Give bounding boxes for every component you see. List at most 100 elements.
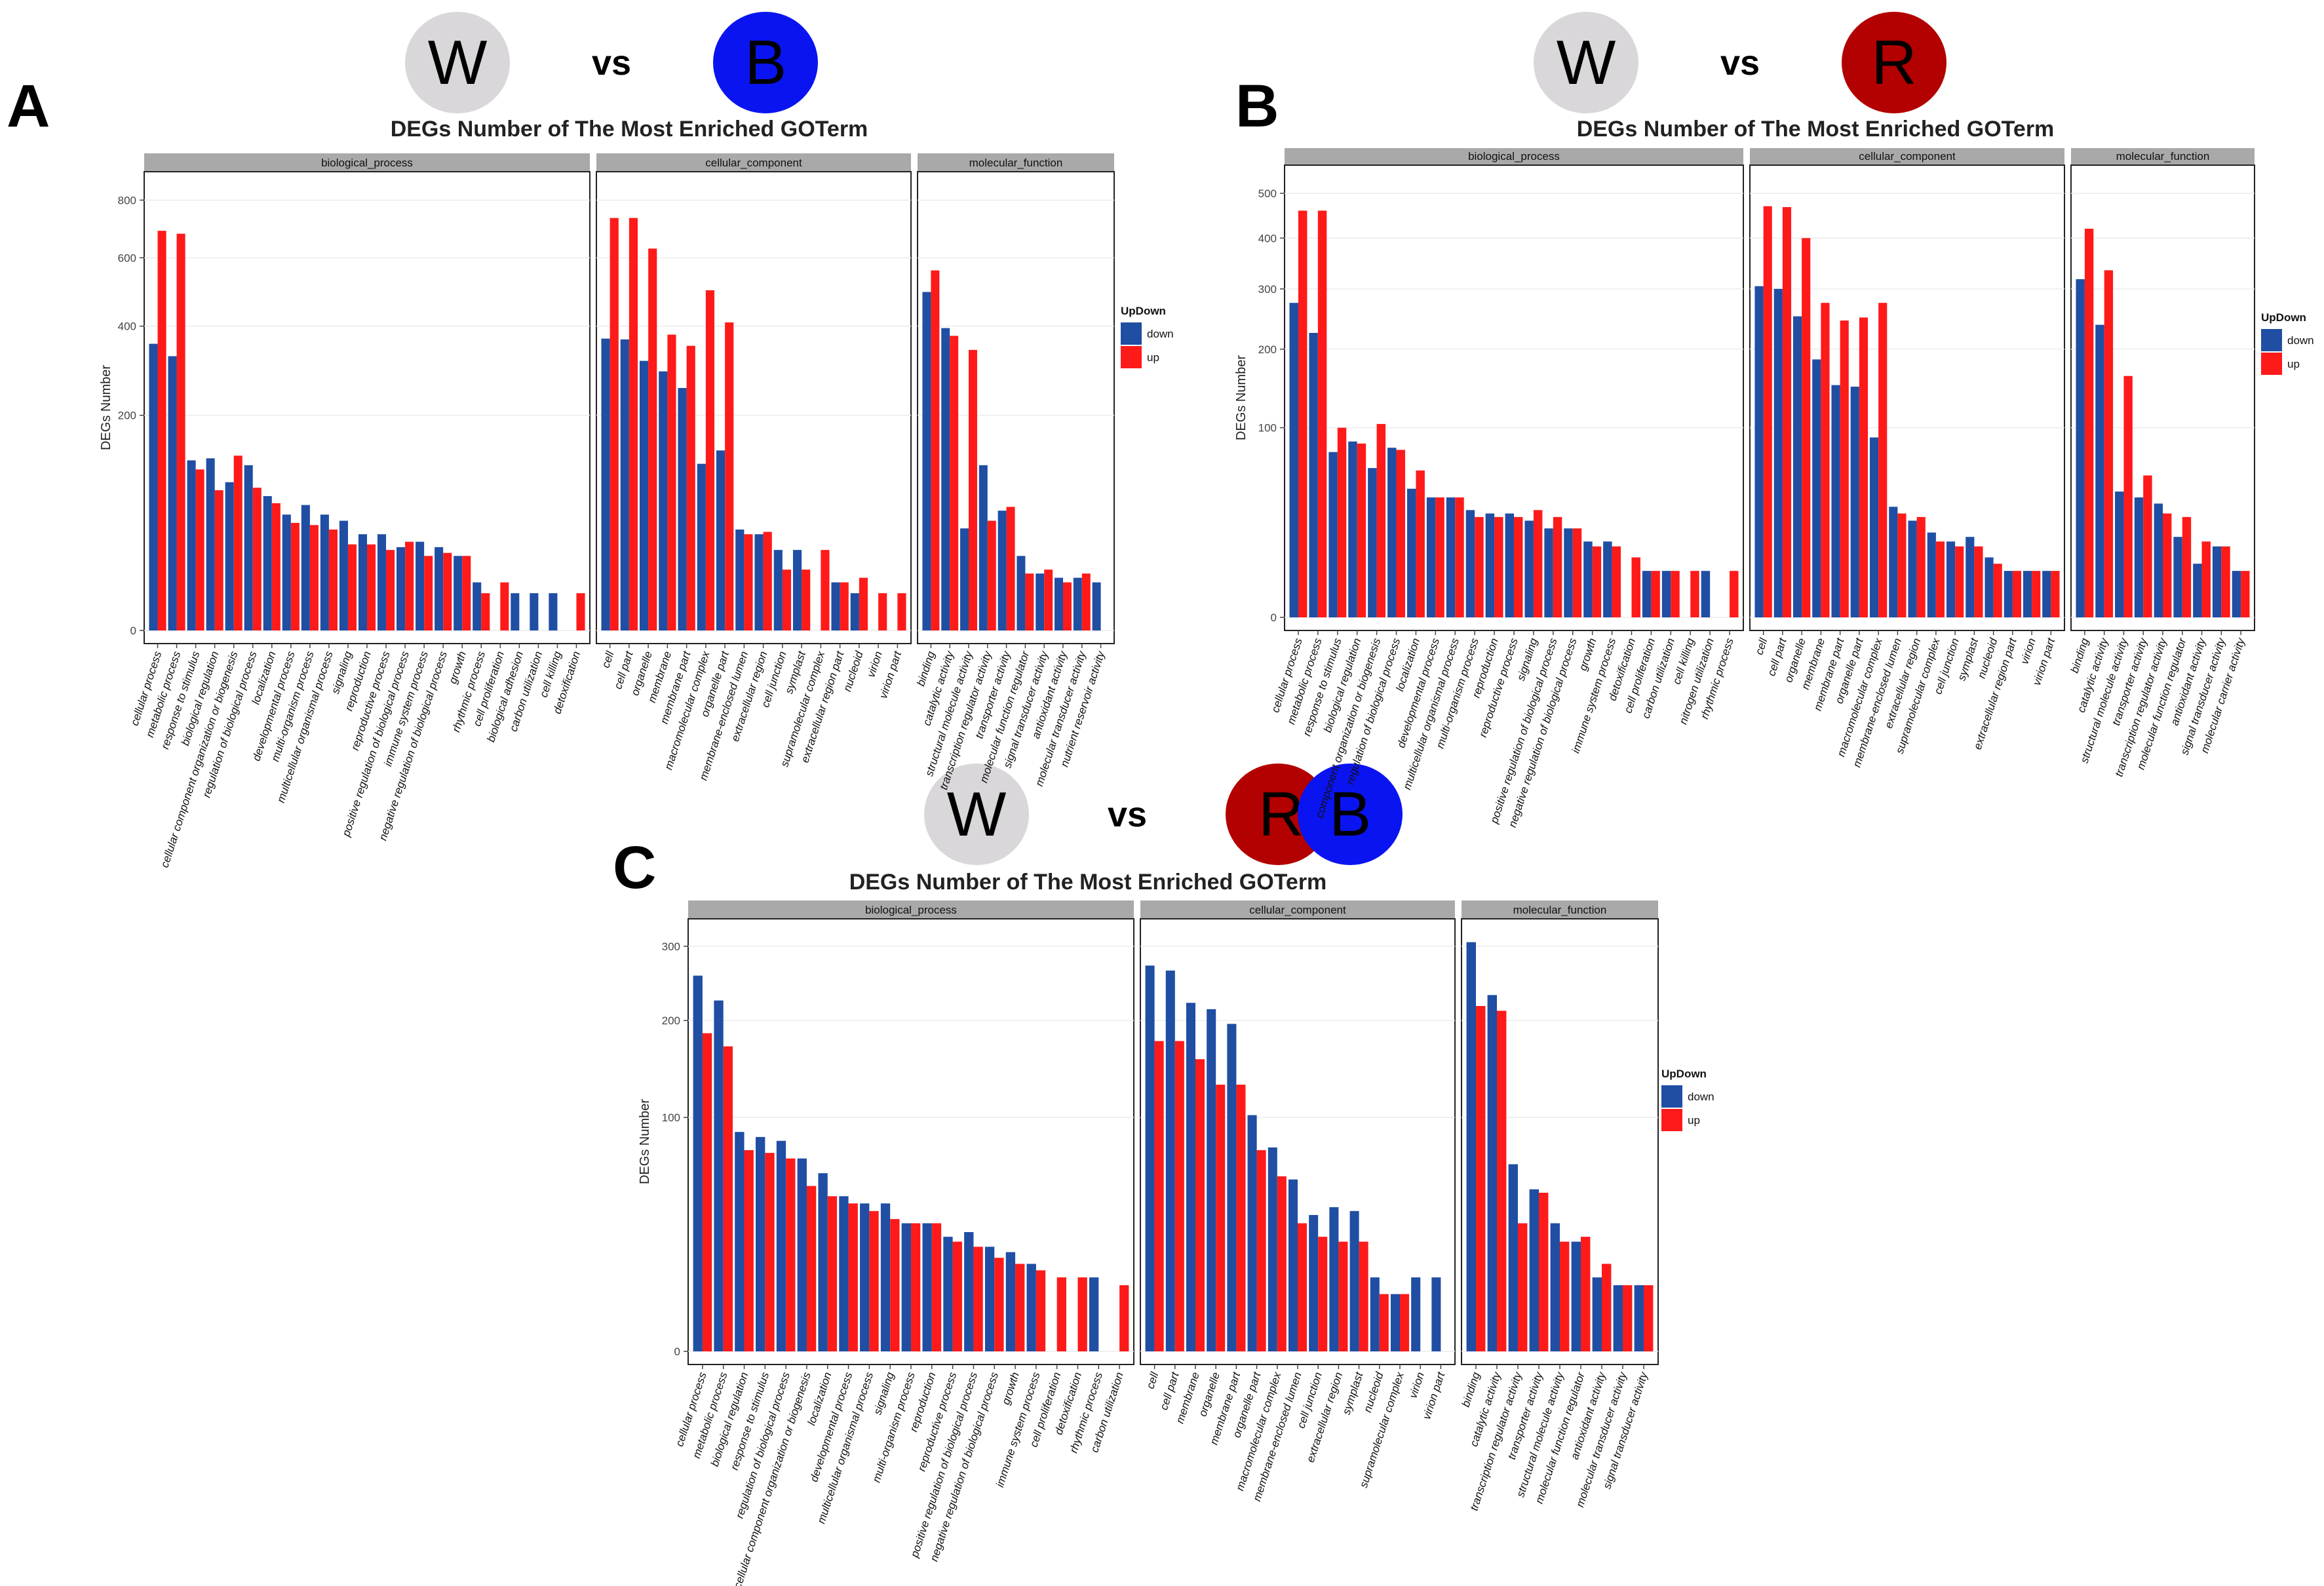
bar-down-growth <box>1005 1252 1016 1351</box>
bar-up-localization <box>271 503 281 630</box>
bar-down-membrane-enclosed-lumen <box>735 530 745 630</box>
bar-up-positive-regulation-of-biological-process <box>973 1247 983 1351</box>
bar-down-catalytic-activity <box>2095 324 2104 617</box>
legend-label-down: down <box>1688 1091 1714 1103</box>
legend-key-up <box>1661 1109 1682 1131</box>
bar-down-cellular-component-organization-or-biogenesis <box>225 482 234 630</box>
legend-title: UpDown <box>2261 311 2306 324</box>
bar-up-membrane <box>1821 303 1830 617</box>
y-tick-label: 200 <box>662 1015 680 1027</box>
bar-up-cellular-component-organization-or-biogenesis <box>233 455 242 630</box>
bar-up-macromolecular-complex <box>1277 1176 1287 1351</box>
bar-down-multi-organism-process <box>301 505 310 630</box>
bar-down-cellular-process <box>693 975 703 1351</box>
bar-down-virion <box>2023 571 2032 617</box>
bar-down-transcription-regulator-activity <box>978 465 988 630</box>
bar-down-nucleoid <box>1985 557 1994 617</box>
legend-key-up <box>1121 346 1142 368</box>
bar-down-metabolic-process <box>714 1000 724 1351</box>
bar-down-cell-part <box>620 339 629 630</box>
bar-up-metabolic-process <box>723 1046 733 1351</box>
bar-down-developmental-process <box>1426 497 1436 617</box>
bar-up-cellular-component-organization-or-biogenesis <box>806 1186 817 1351</box>
bar-up-signal-transducer-activity <box>1044 570 1053 630</box>
bar-down-growth <box>454 556 463 630</box>
bar-up-membrane-enclosed-lumen <box>1897 513 1907 617</box>
bar-up-molecular-function-regulator <box>1025 573 1034 630</box>
bar-down-multicellular-organismal-process <box>1446 497 1456 617</box>
bar-down-virion-part <box>2042 571 2051 617</box>
circle-r: R <box>1842 12 1947 113</box>
x-tick-label: virion <box>2018 636 2038 666</box>
y-tick-label: 100 <box>662 1112 680 1124</box>
bar-down-developmental-process <box>282 514 291 630</box>
bar-up-cell-part <box>1174 1041 1184 1351</box>
bar-up-nucleoid <box>1993 564 2002 617</box>
bar-down-biological-adhesion <box>511 593 520 630</box>
bar-down-transcription-regulator-activity <box>2154 503 2163 617</box>
bar-down-nucleoid <box>1370 1277 1380 1351</box>
bar-up-structural-molecule-activity <box>1560 1241 1570 1351</box>
bar-down-molecular-function-regulator <box>1017 556 1026 630</box>
bar-up-detoxification <box>1077 1277 1087 1351</box>
bar-down-response-to-stimulus <box>187 460 196 630</box>
bar-down-symplast <box>1966 537 1975 617</box>
bar-up-multicellular-organismal-process <box>328 530 338 630</box>
bar-down-organelle <box>1207 1009 1216 1351</box>
bar-down-signaling <box>339 520 348 630</box>
bar-up-symplast <box>802 570 811 630</box>
facet-strip <box>1750 148 2064 165</box>
bar-up-extracellular-region <box>1338 1241 1348 1351</box>
bar-up-cell-junction <box>1318 1237 1328 1351</box>
bar-up-cell-part <box>629 218 638 630</box>
bar-up-reproduction <box>1494 516 1503 617</box>
bar-up-molecular-carrier-activity <box>2241 571 2250 617</box>
bar-down-cell-killing <box>549 593 558 630</box>
bar-down-organelle <box>1792 316 1802 617</box>
bar-up-component-organization-or-biogenesis <box>1376 423 1386 617</box>
chart-c: DEGs Number of The Most Enriched GOTerm D… <box>638 870 1714 1586</box>
bar-down-biological-regulation <box>1348 441 1357 617</box>
y-tick-label: 0 <box>1271 611 1277 624</box>
bar-down-extracellular-region <box>754 534 764 630</box>
bar-up-supramolecular-complex <box>1935 541 1945 617</box>
bar-up-rhythmic-process <box>1730 571 1739 617</box>
facet-strip-label: biological_process <box>865 904 957 916</box>
bar-up-developmental-process <box>1435 497 1444 617</box>
bar-up-extracellular-region <box>1916 516 1926 617</box>
bar-up-extracellular-region-part <box>2012 571 2022 617</box>
facet-strip-label: cellular_component <box>705 157 802 169</box>
bar-down-signal-transducer-activity <box>2212 546 2222 617</box>
x-tick-label: supramolecular complex <box>1357 1370 1406 1490</box>
bar-down-transporter-activity <box>2134 497 2144 617</box>
bar-down-cellular-process <box>149 343 158 630</box>
legend-label-up: up <box>1147 351 1159 364</box>
bar-down-rhythmic-process <box>473 582 482 630</box>
bar-up-developmental-process <box>290 522 300 630</box>
bar-down-macromolecular-complex <box>1268 1147 1277 1351</box>
bar-down-antioxidant-activity <box>2193 564 2202 617</box>
bar-up-nucleoid <box>1379 1294 1389 1351</box>
bar-down-biological-regulation <box>735 1132 745 1351</box>
bar-up-immune-system-process <box>1036 1270 1046 1351</box>
bar-up-rhythmic-process <box>481 593 490 630</box>
y-tick-label: 200 <box>118 410 136 422</box>
y-axis-label: DEGs Number <box>638 1099 652 1184</box>
bar-down-cellular-component-organization-or-biogenesis <box>797 1158 807 1351</box>
panel-letter-c: C <box>613 834 657 901</box>
bar-down-macromolecular-complex <box>697 463 706 630</box>
bar-up-negative-regulation-of-biological-process <box>994 1258 1004 1351</box>
bar-up-cell <box>1154 1041 1164 1351</box>
legend-title: UpDown <box>1661 1068 1707 1080</box>
bar-down-biological-regulation <box>206 458 215 630</box>
bar-up-cell <box>610 218 619 630</box>
bar-up-negative-regulation-of-biological-process <box>1572 528 1582 617</box>
bar-up-binding <box>2084 228 2094 617</box>
bar-up-cellular-process <box>157 231 166 630</box>
bar-up-detoxification <box>576 593 585 630</box>
facet-strip-label: molecular_function <box>2116 150 2210 163</box>
bar-down-negative-regulation-of-biological-process <box>1564 528 1573 617</box>
bar-down-symplast <box>792 550 802 630</box>
bar-down-transcription-regulator-activity <box>1508 1164 1518 1351</box>
bar-down-binding <box>1466 942 1476 1351</box>
